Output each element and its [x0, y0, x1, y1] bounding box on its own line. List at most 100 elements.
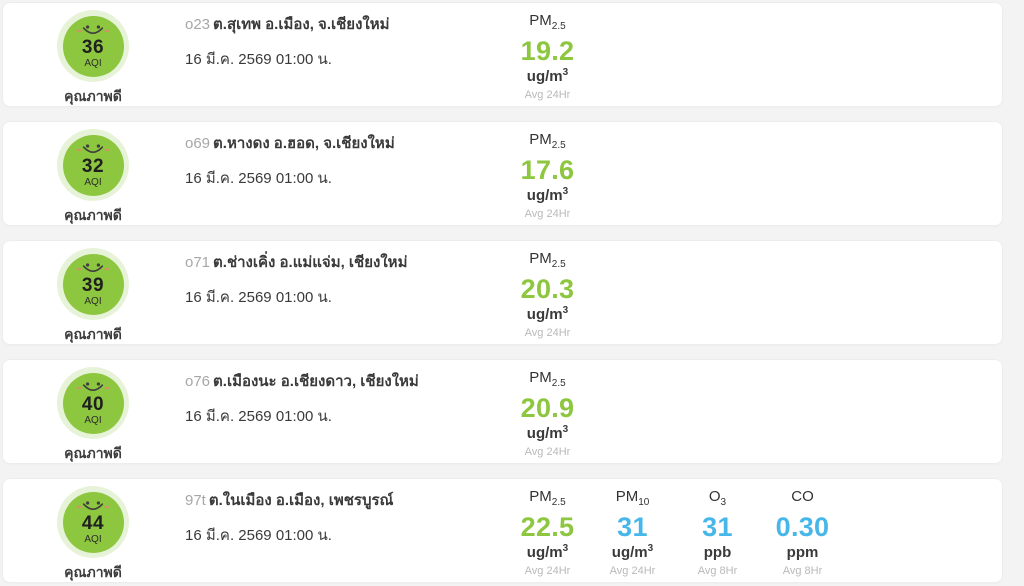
- station-title: o71 ต.ช่างเคิ่ง อ.แม่แจ่ม, เชียงใหม่: [185, 254, 407, 272]
- aqi-label: AQI: [84, 295, 102, 307]
- aqi-badge-halo: 44 AQI: [57, 486, 129, 558]
- pollutant-readings: PM2.5 17.6 ug/m3 Avg 24Hr: [505, 122, 590, 220]
- pollutant-pm25: PM2.5 20.9 ug/m3 Avg 24Hr: [505, 360, 590, 458]
- pollutant-label: PM2.5: [529, 369, 566, 389]
- aqi-label: AQI: [84, 533, 102, 545]
- station-card[interactable]: 44 AQI คุณภาพดี 97t ต.ในเมือง อ.เมือง, เพ…: [2, 478, 1003, 583]
- pollutant-unit: ppm: [786, 544, 819, 562]
- pollutant-unit: ug/m3: [611, 543, 654, 562]
- pollutant-co: CO 0.30 ppm Avg 8Hr: [760, 479, 845, 577]
- pollutant-unit: ug/m3: [526, 305, 569, 324]
- pollutant-readings: PM2.5 20.3 ug/m3 Avg 24Hr: [505, 241, 590, 339]
- quality-label: คุณภาพดี: [64, 564, 122, 580]
- pollutant-value: 31: [702, 512, 733, 542]
- station-info: o23 ต.สุเทพ อ.เมือง, จ.เชียงใหม่ 16 มี.ค.…: [185, 16, 390, 71]
- aqi-badge: 40 AQI คุณภาพดี: [3, 360, 183, 463]
- aqi-badge: 32 AQI คุณภาพดี: [3, 122, 183, 225]
- aqi-badge: 44 AQI คุณภาพดี: [3, 479, 183, 582]
- aqi-value: 40: [81, 393, 105, 415]
- station-card[interactable]: 39 AQI คุณภาพดี o71 ต.ช่างเคิ่ง อ.แม่แจ่ม…: [2, 240, 1003, 345]
- aqi-value: 36: [81, 36, 105, 58]
- pollutant-value: 22.5: [520, 512, 575, 542]
- pollutant-pm25: PM2.5 19.2 ug/m3 Avg 24Hr: [505, 3, 590, 101]
- station-name: ต.สุเทพ อ.เมือง, จ.เชียงใหม่: [213, 16, 390, 33]
- smiley-face-icon: [76, 24, 110, 34]
- pollutant-value: 31: [617, 512, 648, 542]
- pollutant-label: PM2.5: [529, 131, 566, 151]
- aqi-badge: 39 AQI คุณภาพดี: [3, 241, 183, 344]
- aqi-badge-halo: 39 AQI: [57, 248, 129, 320]
- aqi-badge-circle: 39 AQI: [62, 253, 124, 315]
- pollutant-unit: ug/m3: [526, 543, 569, 562]
- station-title: o69 ต.หางดง อ.ฮอด, จ.เชียงใหม่: [185, 135, 395, 153]
- quality-label: คุณภาพดี: [64, 445, 122, 461]
- aqi-value: 39: [81, 274, 105, 296]
- pollutant-avg-period: Avg 24Hr: [524, 446, 571, 459]
- quality-label: คุณภาพดี: [64, 326, 122, 342]
- station-name: ต.หางดง อ.ฮอด, จ.เชียงใหม่: [213, 135, 395, 152]
- smiley-face-icon: [76, 500, 110, 510]
- quality-label: คุณภาพดี: [64, 207, 122, 223]
- pollutant-label: PM2.5: [529, 12, 566, 32]
- pollutant-readings: PM2.5 22.5 ug/m3 Avg 24Hr PM10 31 ug/m3 …: [505, 479, 845, 577]
- pollutant-label: PM10: [615, 488, 650, 508]
- smiley-face-icon: [76, 381, 110, 391]
- aqi-label: AQI: [84, 57, 102, 69]
- station-card[interactable]: 40 AQI คุณภาพดี o76 ต.เมืองนะ อ.เชียงดาว,…: [2, 359, 1003, 464]
- station-datetime: 16 มี.ค. 2569 01:00 น.: [185, 408, 332, 425]
- station-datetime: 16 มี.ค. 2569 01:00 น.: [185, 51, 332, 68]
- pollutant-unit: ug/m3: [526, 424, 569, 443]
- pollutant-unit: ug/m3: [526, 186, 569, 205]
- aqi-value: 44: [81, 512, 105, 534]
- station-code: 97t: [185, 492, 206, 509]
- pollutant-readings: PM2.5 19.2 ug/m3 Avg 24Hr: [505, 3, 590, 101]
- aqi-badge-halo: 32 AQI: [57, 129, 129, 201]
- pollutant-label: CO: [791, 488, 814, 505]
- station-datetime: 16 มี.ค. 2569 01:00 น.: [185, 527, 332, 544]
- pollutant-value: 0.30: [775, 512, 830, 542]
- pollutant-label: PM2.5: [529, 250, 566, 270]
- pollutant-pm10: PM10 31 ug/m3 Avg 24Hr: [590, 479, 675, 577]
- aqi-badge-circle: 36 AQI: [62, 15, 124, 77]
- pollutant-pm25: PM2.5 20.3 ug/m3 Avg 24Hr: [505, 241, 590, 339]
- pollutant-value: 19.2: [520, 36, 575, 66]
- station-code: o69: [185, 135, 211, 152]
- aqi-badge: 36 AQI คุณภาพดี: [3, 3, 183, 106]
- smiley-face-icon: [76, 262, 110, 272]
- aqi-badge-circle: 32 AQI: [62, 134, 124, 196]
- pollutant-avg-period: Avg 8Hr: [782, 565, 823, 578]
- station-name: ต.ช่างเคิ่ง อ.แม่แจ่ม, เชียงใหม่: [213, 254, 408, 271]
- pollutant-label: PM2.5: [529, 488, 566, 508]
- station-code: o71: [185, 254, 211, 271]
- station-title: 97t ต.ในเมือง อ.เมือง, เพชรบูรณ์: [185, 492, 393, 510]
- smiley-face-icon: [76, 143, 110, 153]
- aqi-badge-halo: 36 AQI: [57, 10, 129, 82]
- pollutant-avg-period: Avg 24Hr: [524, 208, 571, 221]
- station-name: ต.ในเมือง อ.เมือง, เพชรบูรณ์: [208, 492, 394, 509]
- station-card[interactable]: 32 AQI คุณภาพดี o69 ต.หางดง อ.ฮอด, จ.เชีย…: [2, 121, 1003, 226]
- station-info: o71 ต.ช่างเคิ่ง อ.แม่แจ่ม, เชียงใหม่ 16 ม…: [185, 254, 407, 309]
- aqi-badge-halo: 40 AQI: [57, 367, 129, 439]
- aqi-label: AQI: [84, 176, 102, 188]
- quality-label: คุณภาพดี: [64, 88, 122, 104]
- pollutant-pm25: PM2.5 22.5 ug/m3 Avg 24Hr: [505, 479, 590, 577]
- station-title: o76 ต.เมืองนะ อ.เชียงดาว, เชียงใหม่: [185, 373, 419, 391]
- pollutant-readings: PM2.5 20.9 ug/m3 Avg 24Hr: [505, 360, 590, 458]
- pollutant-label: O3: [708, 488, 727, 508]
- pollutant-pm25: PM2.5 17.6 ug/m3 Avg 24Hr: [505, 122, 590, 220]
- aqi-value: 32: [81, 155, 105, 177]
- pollutant-avg-period: Avg 8Hr: [697, 565, 738, 578]
- pollutant-o3: O3 31 ppb Avg 8Hr: [675, 479, 760, 577]
- station-name: ต.เมืองนะ อ.เชียงดาว, เชียงใหม่: [213, 373, 419, 390]
- station-datetime: 16 มี.ค. 2569 01:00 น.: [185, 289, 332, 306]
- aqi-label: AQI: [84, 414, 102, 426]
- pollutant-avg-period: Avg 24Hr: [524, 327, 571, 340]
- station-info: 97t ต.ในเมือง อ.เมือง, เพชรบูรณ์ 16 มี.ค.…: [185, 492, 393, 547]
- station-title: o23 ต.สุเทพ อ.เมือง, จ.เชียงใหม่: [185, 16, 390, 34]
- station-datetime: 16 มี.ค. 2569 01:00 น.: [185, 170, 332, 187]
- station-card[interactable]: 36 AQI คุณภาพดี o23 ต.สุเทพ อ.เมือง, จ.เช…: [2, 2, 1003, 107]
- pollutant-value: 20.9: [520, 393, 575, 423]
- aqi-badge-circle: 44 AQI: [62, 491, 124, 553]
- pollutant-unit: ppb: [703, 544, 732, 562]
